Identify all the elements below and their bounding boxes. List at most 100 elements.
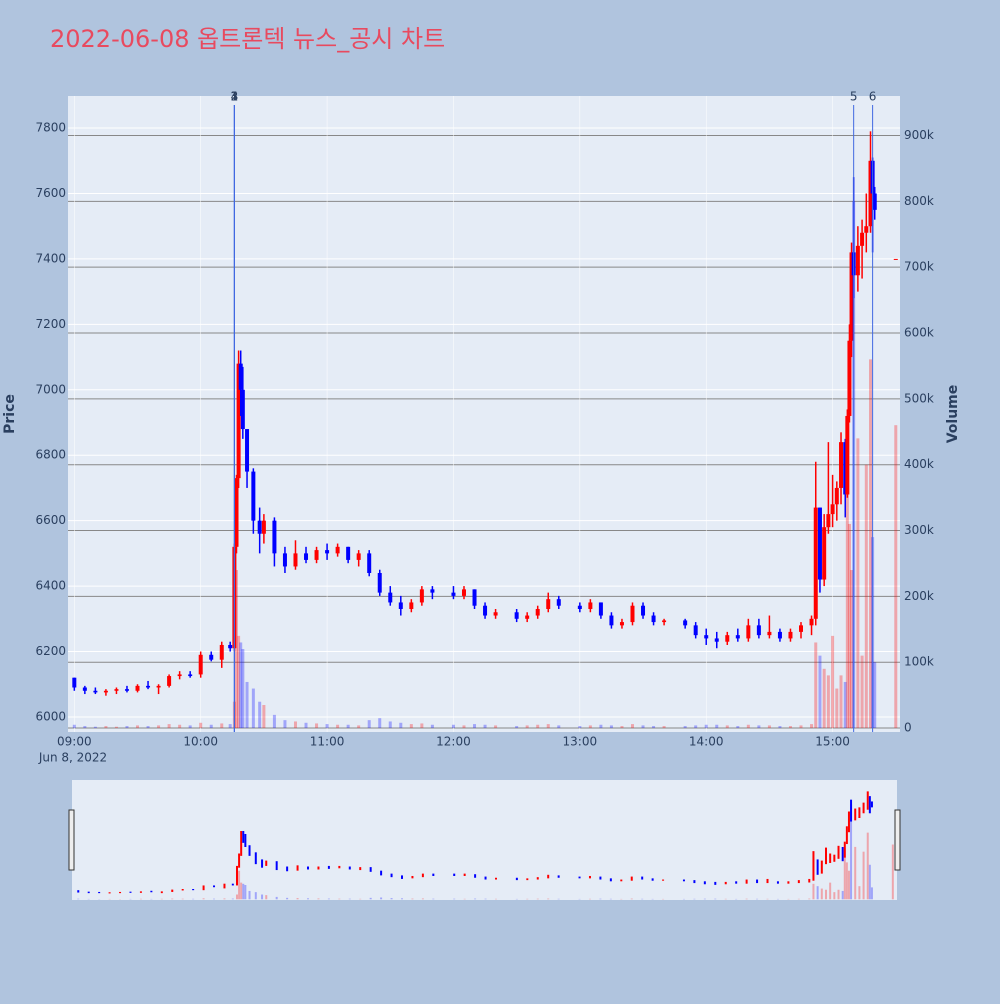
volume-bar [484,725,487,728]
volume-bar [389,721,392,728]
slider-volume-bar [349,899,351,900]
candle-body [778,632,782,639]
candle-body [826,514,830,527]
slider-volume-bar [203,898,205,899]
slider-handle[interactable] [69,810,74,870]
candle-body [599,602,603,615]
candle-body [515,612,519,619]
volume-bar [652,726,655,728]
candle-body [799,625,803,632]
volume-bar [810,724,813,728]
candle-body [251,472,255,521]
y2-tick-label: 200k [904,589,934,603]
volume-bar [620,726,623,728]
slider-handle[interactable] [895,810,900,870]
candle-body [72,678,76,688]
volume-bar [631,724,634,728]
volume-bar [368,720,371,728]
slider-volume-bar [244,885,246,899]
candle-body [462,589,466,596]
candle-body [104,691,108,693]
volume-bar [336,725,339,728]
volume-bar [578,726,581,728]
slider-volume-bar [223,898,225,899]
volume-bar [840,675,843,728]
candle-body [715,638,719,641]
y2-axis-title: Volume [945,385,961,444]
volume-bar [856,438,859,728]
y2-tick-label: 0 [904,721,912,735]
slider-volume-bar [871,887,873,899]
candle-body [822,527,826,579]
volume-bar [326,724,329,728]
y-axis-title: Price [2,394,18,434]
volume-bar [873,662,876,728]
volume-bar [168,724,171,728]
volume-bar [705,725,708,728]
volume-bar [663,726,666,728]
candle-body [536,609,540,616]
y-tick-label: 6000 [35,709,66,723]
candle-body [652,616,656,623]
y-tick-label: 7800 [35,121,66,135]
volume-bar [229,724,232,728]
candle-body [167,676,171,686]
candle-body [856,246,860,275]
volume-bar [894,425,897,728]
candle-body [293,553,297,566]
candle-body [494,612,498,615]
volume-bar [726,725,729,728]
slider-volume-bar [817,886,819,899]
volume-bar [823,669,826,728]
candle-body [694,625,698,635]
x-tick-label: 15:00 [815,735,850,749]
candle-body [283,553,287,566]
volume-bar [189,725,192,728]
slider-volume-bar [432,899,434,900]
volume-bar [818,656,821,728]
volume-bar [420,723,423,728]
candle-body [245,429,249,472]
volume-bar [515,726,518,728]
slider-volume-bar [422,898,424,899]
candle-body [736,635,740,638]
chart-title: 2022-06-08 옵트론텍 뉴스_공시 차트 [50,25,445,53]
candle-body [199,655,203,675]
slider-volume-bar [858,886,860,899]
candle-body [845,416,849,495]
volume-bar [473,724,476,728]
range-slider[interactable] [72,780,897,900]
candle-body [546,599,550,609]
volume-bar [157,725,160,728]
candle-body [420,589,424,602]
candle-body [609,616,613,626]
slider-volume-bar [242,884,244,899]
x-tick-label: 13:00 [563,735,598,749]
slider-volume-bar [255,892,257,899]
candle-body [810,619,814,626]
volume-bar [778,726,781,728]
volume-bar [136,725,139,728]
slider-volume-bar [317,898,319,899]
volume-bar [827,675,830,728]
volume-bar [861,656,864,728]
volume-bar [757,725,760,728]
volume-bar [258,702,261,728]
volume-bar [452,725,455,728]
slider-volume-bar [171,899,173,900]
candle-body [367,553,371,573]
candle-body [839,442,843,488]
volume-bar [252,689,255,729]
volume-bar [262,705,265,728]
slider-volume-bar [547,899,549,900]
slider-volume-bar [842,891,844,899]
volume-bar [835,689,838,729]
candle-body [125,689,129,691]
slider-volume-bar [821,889,823,900]
x-tick-label: 10:00 [183,735,218,749]
candle-body [860,233,864,246]
volume-bar [747,725,750,728]
volume-bar [865,465,868,728]
candle-body [157,686,161,688]
y-tick-label: 7000 [35,382,66,396]
